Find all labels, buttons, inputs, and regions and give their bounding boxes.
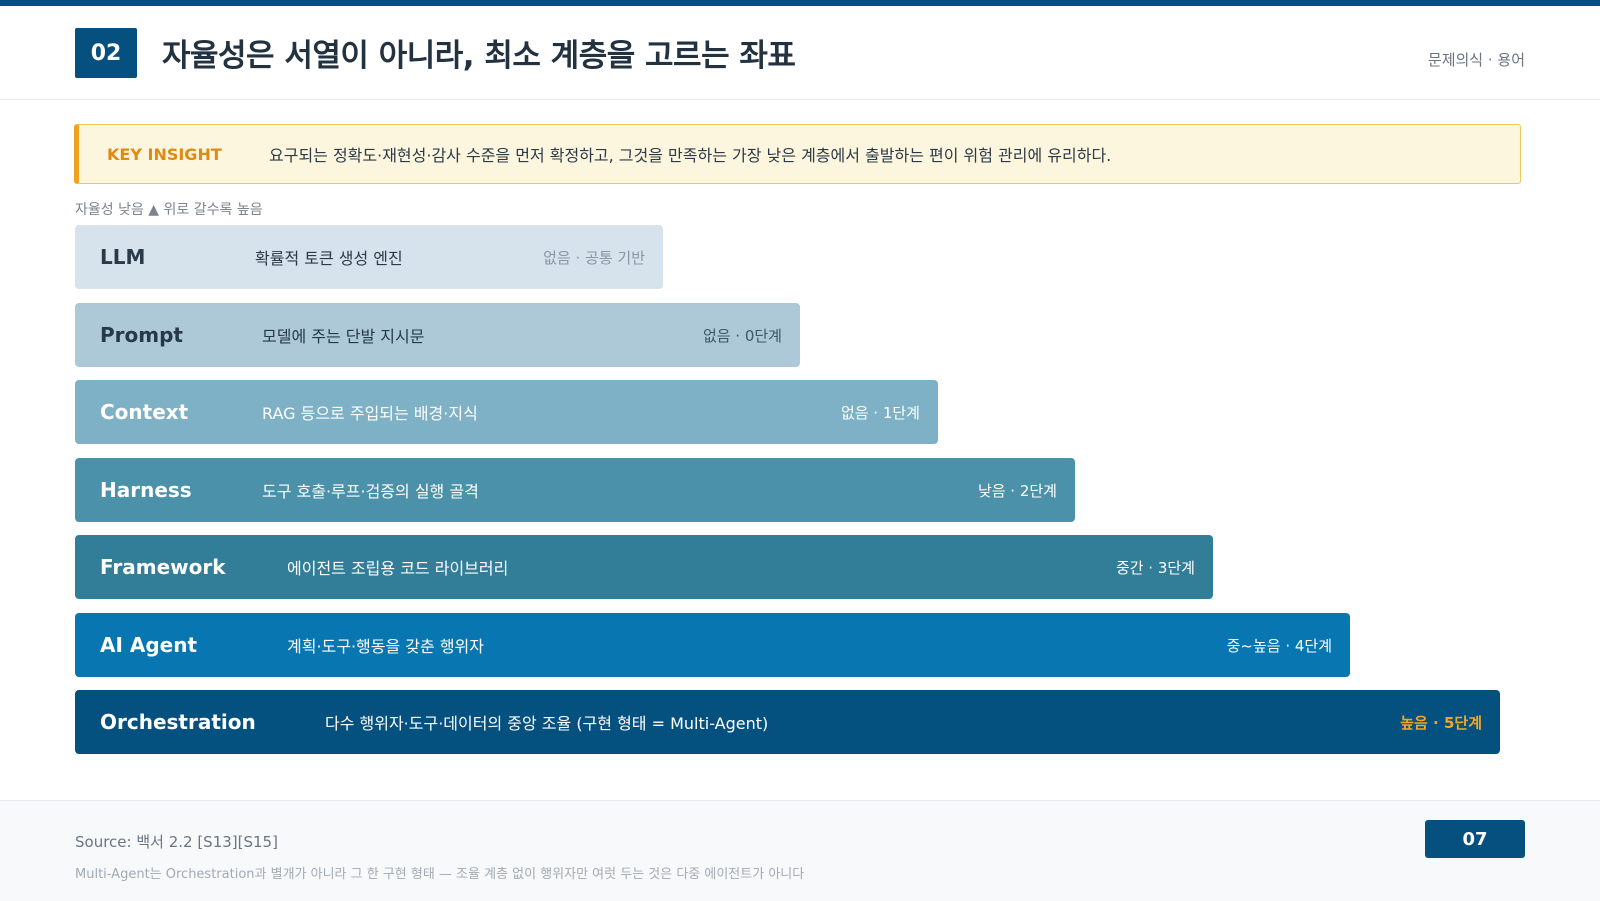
slide-footer: Source: 백서 2.2 [S13][S15] Multi-Agent는 O… xyxy=(0,800,1600,901)
layer-autonomy-level: 중간 · 3단계 xyxy=(1115,558,1195,577)
layer-orchestration: Orchestration 다수 행위자·도구·데이터의 중앙 조율 (구현 형태… xyxy=(75,690,1500,754)
layer-llm: LLM 확률적 토큰 생성 엔진 없음 · 공통 기반 xyxy=(75,225,663,289)
layer-autonomy-level: 없음 · 공통 기반 xyxy=(543,248,645,267)
layer-harness: Harness 도구 호출·루프·검증의 실행 골격 낮음 · 2단계 xyxy=(75,458,1075,522)
layer-autonomy-level: 없음 · 1단계 xyxy=(840,403,920,422)
layer-name: LLM xyxy=(100,245,146,269)
layer-name: Framework xyxy=(100,555,226,579)
top-accent-bar xyxy=(0,0,1600,6)
insight-label: KEY INSIGHT xyxy=(107,144,222,164)
layer-description: 다수 행위자·도구·데이터의 중앙 조율 (구현 형태 = Multi-Agen… xyxy=(325,714,769,733)
section-category: 문제의식 · 용어 xyxy=(1427,51,1525,69)
layer-autonomy-level: 높음 · 5단계 xyxy=(1400,713,1482,732)
layer-context: Context RAG 등으로 주입되는 배경·지식 없음 · 1단계 xyxy=(75,380,938,444)
layer-name: Orchestration xyxy=(100,710,256,734)
layer-description: RAG 등으로 주입되는 배경·지식 xyxy=(262,404,478,423)
layer-description: 확률적 토큰 생성 엔진 xyxy=(255,249,403,268)
layer-prompt: Prompt 모델에 주는 단발 지시문 없음 · 0단계 xyxy=(75,303,800,367)
layer-name: Prompt xyxy=(100,323,183,347)
page-number: 07 xyxy=(1425,820,1525,858)
layer-autonomy-level: 중~높음 · 4단계 xyxy=(1226,636,1332,655)
slide-header: 02 자율성은 서열이 아니라, 최소 계층을 고르는 좌표 문제의식 · 용어 xyxy=(0,6,1600,100)
layer-description: 에이전트 조립용 코드 라이브러리 xyxy=(287,559,509,578)
layer-autonomy-level: 없음 · 0단계 xyxy=(702,326,782,345)
autonomy-axis-hint: 자율성 낮음 ▲ 위로 갈수록 높음 xyxy=(75,202,263,218)
page-title: 자율성은 서열이 아니라, 최소 계층을 고르는 좌표 xyxy=(162,38,796,74)
layer-description: 도구 호출·루프·검증의 실행 골격 xyxy=(262,482,479,501)
layer-description: 모델에 주는 단발 지시문 xyxy=(262,327,425,346)
layer-description: 계획·도구·행동을 갖춘 행위자 xyxy=(287,637,484,656)
layer-framework: Framework 에이전트 조립용 코드 라이브러리 중간 · 3단계 xyxy=(75,535,1213,599)
section-number-badge: 02 xyxy=(75,28,137,78)
source-citation: Source: 백서 2.2 [S13][S15] xyxy=(75,833,278,851)
layer-name: AI Agent xyxy=(100,633,198,657)
insight-text: 요구되는 정확도·재현성·감사 수준을 먼저 확정하고, 그것을 만족하는 가장… xyxy=(269,146,1112,165)
layer-autonomy-level: 낮음 · 2단계 xyxy=(977,481,1057,500)
footnote: Multi-Agent는 Orchestration과 별개가 아니라 그 한 … xyxy=(75,867,805,882)
layer-ai-agent: AI Agent 계획·도구·행동을 갖춘 행위자 중~높음 · 4단계 xyxy=(75,613,1350,677)
layer-name: Context xyxy=(100,400,189,424)
key-insight-box: KEY INSIGHT 요구되는 정확도·재현성·감사 수준을 먼저 확정하고,… xyxy=(74,124,1521,184)
layer-name: Harness xyxy=(100,478,192,502)
